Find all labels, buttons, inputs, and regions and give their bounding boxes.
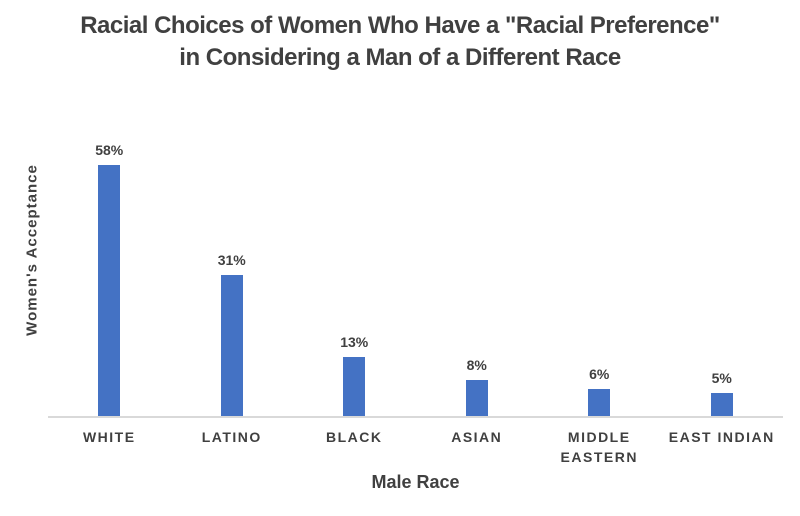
chart-title-line-2: in Considering a Man of a Different Race: [179, 44, 621, 71]
bar-value-label: 58%: [95, 142, 124, 158]
x-category-label: LATINO: [201, 429, 262, 445]
bar-column: 6%: [538, 143, 661, 416]
x-category-label: EAST INDIAN: [668, 429, 775, 445]
x-category-row: WHITE LATINO BLACK ASIAN MIDDLE EASTERN EAST …: [48, 427, 783, 467]
chart-title-line-1: Racial Choices of Women Who Have a "Raci…: [80, 12, 720, 39]
x-axis-title: Male Race: [371, 472, 460, 492]
bars-layer: 58% 31% 13% 8% 6% 5%: [48, 143, 783, 416]
bar: [710, 393, 733, 416]
chart-title: Racial Choices of Women Who Have a "Raci…: [0, 10, 800, 74]
bar-value-label: 8%: [466, 356, 487, 373]
x-category-label: BLACK: [326, 429, 383, 445]
bar: [465, 379, 488, 416]
bar-column: 8%: [416, 143, 539, 416]
bar-value-label: 6%: [589, 365, 610, 382]
bar: [220, 274, 243, 416]
bar-value-label: 13%: [340, 333, 369, 350]
bar-column: 31%: [171, 143, 294, 416]
bar: [588, 388, 611, 416]
x-category-label: WHITE: [82, 429, 136, 445]
x-category-label: MIDDLE EASTERN: [560, 429, 638, 465]
bar-column: 5%: [661, 143, 784, 416]
x-axis-line: [48, 416, 783, 418]
bar-column: 13%: [293, 143, 416, 416]
bar: [98, 165, 121, 416]
bar: [343, 356, 366, 416]
y-axis-title: Women's Acceptance: [23, 164, 41, 336]
plot-area: 58% 31% 13% 8% 6% 5%: [48, 143, 783, 418]
bar-column: 58%: [48, 143, 171, 416]
bar-value-label: 31%: [217, 251, 246, 268]
bar-value-label: 5%: [711, 370, 732, 387]
x-category-label: ASIAN: [451, 429, 503, 445]
